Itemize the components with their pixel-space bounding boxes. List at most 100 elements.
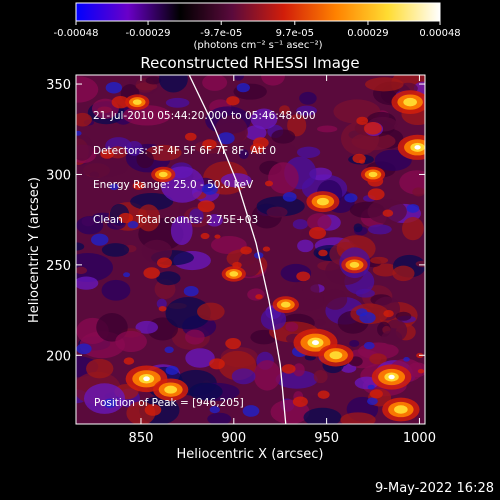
field-blob <box>136 150 154 169</box>
energy-range-text: Energy Range: 25.0 - 50.0 keV <box>93 179 254 191</box>
time-range-text: 21-Jul-2010 05:44:20.000 to 05:46:48.000 <box>93 110 316 122</box>
field-blob <box>76 242 85 251</box>
field-spot <box>367 397 378 406</box>
field-blob <box>185 348 215 368</box>
annotation-block: 21-Jul-2010 05:44:20.000 to 05:46:48.000… <box>93 88 316 238</box>
field-spot <box>226 96 240 106</box>
field-blob <box>349 340 360 347</box>
field-spot <box>183 285 199 297</box>
field-blob <box>238 149 249 160</box>
colorbar-tick-label: -0.00029 <box>126 28 171 39</box>
field-spot <box>308 227 327 240</box>
field-blob <box>202 75 228 91</box>
source-core <box>164 385 178 394</box>
field-blob <box>231 368 256 385</box>
field-blob <box>355 288 375 298</box>
field-blob <box>170 215 193 246</box>
field-spot <box>369 389 383 399</box>
field-blob <box>210 235 247 255</box>
detectors-text: Detectors: 3F 4F 5F 6F 7F 8F, Att 0 <box>93 144 277 157</box>
field-spot <box>282 192 297 202</box>
plot-frame <box>75 74 426 425</box>
field-spot <box>264 180 274 187</box>
field-spot <box>367 384 375 390</box>
field-blob <box>287 114 307 137</box>
field-blob <box>135 320 159 334</box>
field-blob <box>271 129 296 144</box>
field-spot <box>123 357 135 365</box>
field-blob <box>407 362 425 378</box>
field-blob <box>76 252 113 283</box>
colorbar-tick-label: 0.00048 <box>419 28 460 39</box>
background-field <box>76 75 425 424</box>
source-core <box>280 301 291 308</box>
field-spot <box>281 364 296 374</box>
field-spot <box>202 139 217 150</box>
colorbar-tick-label: -0.00048 <box>54 28 99 39</box>
y-tick-label: 300 <box>46 168 71 183</box>
field-blob <box>372 263 399 277</box>
field-blob <box>250 108 278 130</box>
x-tick-label: 950 <box>314 431 339 446</box>
field-blob <box>369 353 387 365</box>
field-blob <box>268 162 299 194</box>
field-spot <box>363 122 382 135</box>
field-blob <box>302 279 320 300</box>
field-spot <box>236 83 250 93</box>
field-blob <box>296 146 321 158</box>
colorbar-unit-label: (photons cm⁻² s⁻¹ asec⁻²) <box>193 40 322 51</box>
field-blob <box>370 256 389 264</box>
field-spot <box>318 249 328 257</box>
solar-limb-curve <box>188 75 287 424</box>
field-spot <box>123 272 131 278</box>
source-peak <box>311 340 319 346</box>
source-core <box>132 99 142 105</box>
field-blob <box>314 319 326 326</box>
source-core <box>368 171 378 178</box>
field-spot <box>109 183 119 191</box>
clean-text: Clean <box>93 213 123 226</box>
field-spot <box>144 404 162 416</box>
field-spot <box>76 130 82 136</box>
colorbar-tick-label: 0.00029 <box>347 28 388 39</box>
field-spot <box>165 365 179 375</box>
field-blob <box>165 97 190 108</box>
field-spot <box>363 341 375 350</box>
field-spot <box>209 358 225 370</box>
source-peak <box>143 376 150 382</box>
field-spot <box>344 193 358 203</box>
source-core <box>229 271 239 277</box>
field-spot <box>185 132 197 141</box>
peak-position-text: Position of Peak = [946,205] <box>94 397 244 409</box>
field-blob <box>76 112 92 127</box>
field-spot <box>118 212 134 224</box>
field-blob <box>115 330 147 353</box>
field-spot <box>296 271 311 282</box>
field-spot <box>242 405 260 417</box>
field-blob <box>260 308 287 331</box>
field-blob <box>122 105 172 126</box>
field-blob <box>185 329 205 345</box>
field-blob <box>313 369 328 384</box>
source-peak <box>388 374 395 380</box>
field-blob <box>395 311 412 321</box>
footer-date: 9-May-2022 16:28 <box>375 481 494 496</box>
field-spot <box>105 81 123 94</box>
total-counts-text: Total counts: 2.75E+03 <box>136 213 259 226</box>
field-spot <box>403 357 410 362</box>
field-blob <box>279 105 290 115</box>
clean-counts-line: Clean Total counts: 2.75E+03 <box>93 213 316 227</box>
field-spot <box>225 338 242 350</box>
field-spot <box>358 159 365 164</box>
field-blob <box>292 363 305 377</box>
field-blob <box>76 216 104 235</box>
field-blob <box>412 187 425 197</box>
source-peak <box>414 145 421 150</box>
colorbar-ticks: -0.00048 -0.00029 -9.7e-05 9.7e-05 0.00029 0.… <box>54 21 461 39</box>
field-blob <box>207 412 232 424</box>
field-blob <box>145 76 162 85</box>
colorbar-tick-label: -9.7e-05 <box>200 28 242 39</box>
source-core <box>158 171 168 178</box>
field-spot <box>253 137 269 149</box>
chart-title: Reconstructed RHESSI Image <box>140 54 359 72</box>
